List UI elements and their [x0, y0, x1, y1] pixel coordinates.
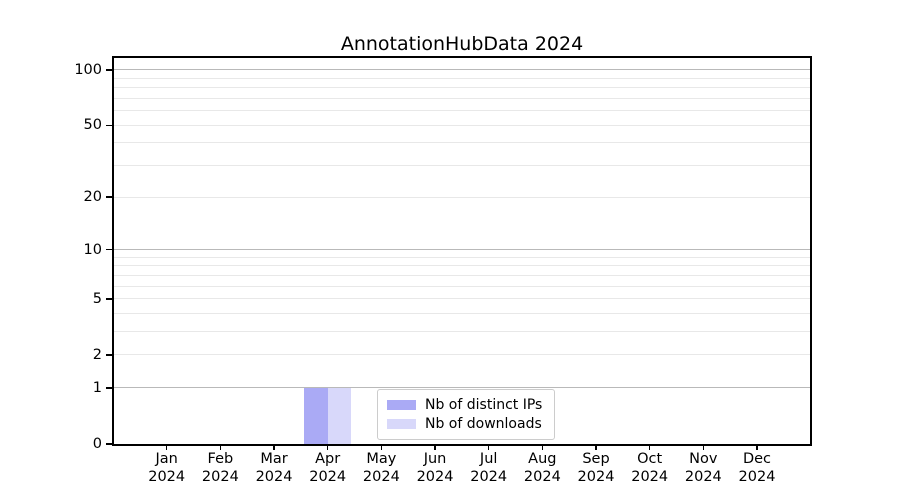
x-tick-label-jul: Jul 2024: [449, 451, 529, 486]
x-tick-label-oct: Oct 2024: [610, 451, 690, 486]
x-tick-label-apr: Apr 2024: [288, 451, 368, 486]
gridline-y-70: [114, 97, 810, 99]
x-tick-year: 2024: [148, 468, 186, 485]
legend-swatch-downloads: [387, 418, 416, 429]
x-tick-label-sep: Sep 2024: [556, 451, 636, 486]
y-tick-label-0: 0: [92, 436, 102, 452]
x-tick-label-jun: Jun 2024: [395, 451, 475, 486]
gridline-y-4: [114, 313, 810, 315]
bar-apr-nb-of-downloads: [327, 387, 352, 444]
gridline-y-7: [114, 274, 810, 276]
y-tick-mark-20: [106, 196, 113, 199]
x-tick-month: Oct: [637, 451, 663, 467]
gridline-y-2: [114, 354, 810, 356]
gridline-major-y-1: [114, 387, 810, 389]
x-tick-mark-feb: [219, 445, 222, 450]
gridline-y-5: [114, 298, 810, 300]
x-tick-year: 2024: [201, 468, 239, 485]
x-tick-label-aug: Aug 2024: [502, 451, 582, 486]
x-tick-mark-sep: [595, 445, 597, 450]
x-tick-month: Nov: [689, 451, 718, 467]
x-tick-month: Apr: [315, 451, 341, 467]
x-tick-label-dec: Dec 2024: [717, 451, 797, 486]
gridline-y-8: [114, 265, 810, 267]
x-tick-label-mar: Mar 2024: [234, 451, 314, 486]
gridline-y-6: [114, 285, 810, 287]
x-tick-month: Jan: [155, 451, 178, 467]
y-tick-mark-0: [106, 443, 113, 445]
gridline-y-20: [114, 196, 810, 198]
x-tick-month: Jun: [423, 451, 447, 467]
y-tick-label-100: 100: [74, 61, 102, 78]
y-tick-label-10: 10: [83, 241, 102, 258]
x-tick-label-feb: Feb 2024: [180, 451, 260, 486]
x-tick-month: Sep: [582, 451, 610, 467]
legend-label-downloads: Nb of downloads: [425, 415, 542, 432]
x-tick-month: Aug: [528, 451, 557, 467]
x-tick-label-jan: Jan 2024: [127, 451, 207, 486]
y-tick-mark-10: [106, 248, 113, 251]
gridline-major-y-10: [114, 249, 810, 251]
x-tick-year: 2024: [523, 468, 561, 485]
gridline-y-3: [114, 331, 810, 333]
x-tick-year: 2024: [470, 468, 508, 485]
y-tick-mark-100: [106, 69, 113, 71]
x-tick-year: 2024: [255, 468, 293, 485]
x-tick-mark-jun: [434, 445, 436, 450]
legend-item-downloads: Nb of downloads: [387, 414, 554, 433]
gridline-y-9: [114, 256, 810, 258]
x-tick-mark-oct: [648, 445, 651, 450]
x-tick-month: Mar: [260, 451, 288, 467]
legend-label-distinct-ips: Nb of distinct IPs: [425, 396, 543, 413]
x-tick-year: 2024: [362, 468, 400, 485]
y-tick-label-1: 1: [92, 379, 102, 396]
x-tick-month: Feb: [207, 451, 234, 467]
x-tick-year: 2024: [577, 468, 615, 485]
x-tick-label-nov: Nov 2024: [663, 451, 743, 486]
x-tick-mark-apr: [326, 445, 329, 450]
y-tick-label-2: 2: [92, 346, 102, 363]
x-tick-mark-nov: [702, 445, 705, 450]
y-tick-mark-5: [106, 297, 113, 300]
gridline-y-40: [114, 142, 810, 144]
x-tick-year: 2024: [416, 468, 454, 485]
x-tick-mark-may: [380, 445, 383, 450]
legend-item-distinct-ips: Nb of distinct IPs: [387, 395, 554, 414]
y-tick-mark-50: [106, 124, 113, 127]
plot-area: [112, 56, 812, 446]
x-tick-year: 2024: [309, 468, 347, 485]
bar-apr-nb-of-distinct-ips: [304, 387, 328, 444]
gridline-y-60: [114, 110, 810, 112]
x-tick-mark-mar: [273, 445, 275, 450]
y-tick-label-5: 5: [92, 290, 102, 307]
x-tick-year: 2024: [631, 468, 669, 485]
x-tick-month: May: [366, 451, 397, 467]
x-tick-label-may: May 2024: [341, 451, 421, 486]
gridline-y-30: [114, 165, 810, 167]
x-tick-mark-dec: [756, 445, 758, 450]
x-tick-mark-jan: [165, 445, 168, 450]
x-tick-month: Jul: [479, 451, 498, 467]
x-tick-mark-jul: [487, 445, 490, 450]
x-tick-mark-aug: [541, 445, 544, 450]
legend-swatch-distinct-ips: [387, 399, 416, 410]
legend: Nb of distinct IPs Nb of downloads: [377, 389, 555, 440]
x-tick-year: 2024: [684, 468, 722, 485]
x-tick-month: Dec: [742, 451, 772, 467]
x-tick-year: 2024: [738, 468, 776, 485]
y-tick-label-50: 50: [83, 117, 102, 134]
y-tick-mark-2: [106, 354, 113, 356]
gridline-y-90: [114, 77, 810, 79]
gridline-y-50: [114, 124, 810, 126]
gridline-y-80: [114, 87, 810, 89]
gridline-major-y-100: [114, 69, 810, 71]
chart-title: AnnotationHubData 2024: [340, 33, 584, 55]
y-tick-label-20: 20: [83, 189, 102, 206]
y-tick-mark-1: [106, 387, 113, 389]
